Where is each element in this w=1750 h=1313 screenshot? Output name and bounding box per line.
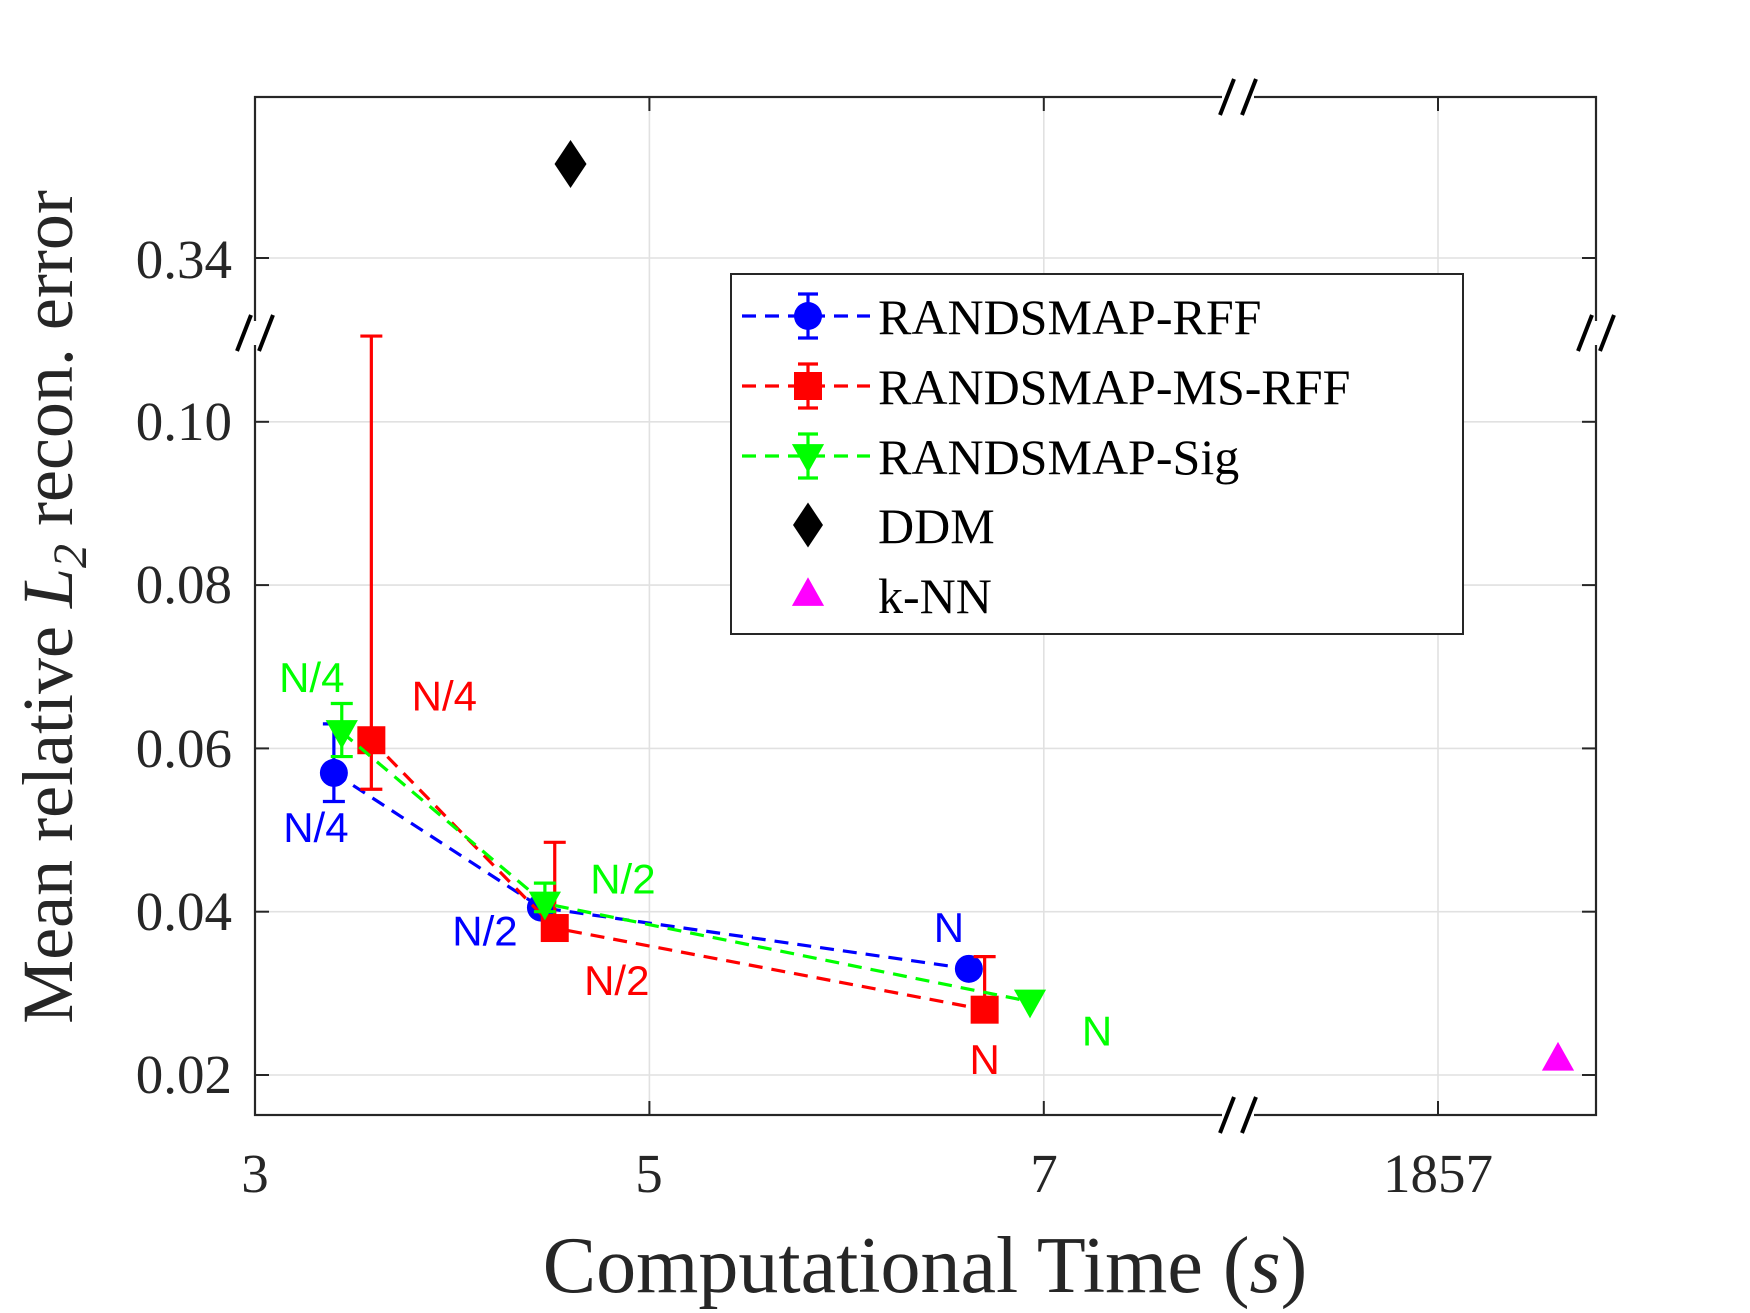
x-tick-label-0: 3 [241,1143,269,1204]
marker-rff-2 [954,954,983,983]
legend-marker-ms-rff [794,372,822,400]
series-line-sig [340,730,1031,1004]
y-break-right [1576,314,1616,352]
series-ddm [554,140,587,188]
point-label-rff-1: N/2 [452,908,517,955]
marker-sig-0 [325,720,358,749]
legend-marker-knn [791,577,825,606]
series-line-rff [333,771,970,971]
y-tick-label-3: 0.08 [136,554,232,615]
series-sig [325,701,1047,1019]
legend-label-rff: RANDSMAP-RFF [878,289,1261,345]
y-break-left-stroke-1 [235,314,253,352]
y-tick-label-5: 0.34 [136,229,232,290]
x-break-bottom [1218,1096,1258,1134]
series-rff [319,722,983,983]
y-tick-label-4: 0.10 [136,391,232,452]
legend-marker-rff [794,302,822,330]
x-tick-label-2: 7 [1030,1143,1058,1204]
series-knn [1541,1041,1575,1071]
point-labels: N/4 N/2 N N/4 N/2 N N/4 N/2 N [279,654,1112,1083]
legend-box [730,273,1464,635]
x-tick-label-1: 5 [635,1143,663,1204]
series-ms-rff [357,334,999,1024]
legend-markers [742,292,870,606]
point-label-sig-2: N [1082,1008,1112,1055]
legend-marker-sig [791,444,825,473]
x-axis-title: Computational Time (s) [543,1222,1308,1310]
legend-label-ddm: DDM [878,498,995,554]
x-tick-label-3: 1857 [1383,1143,1493,1204]
marker-sig-1 [528,891,561,921]
legend-label-sig: RANDSMAP-Sig [878,429,1239,485]
x-break-bottom-stroke-2 [1240,1096,1258,1134]
point-label-rff-2: N [934,904,964,951]
series-layer [319,140,1575,1071]
point-label-ms-rff-0: N/4 [412,672,477,719]
axis-breaks [235,78,1616,1134]
marker-ms-rff-2 [970,995,999,1024]
x-break-top [1218,78,1258,116]
y-tick-label-2: 0.06 [136,718,232,779]
x-break-bottom-stroke-1 [1218,1096,1236,1134]
y-break-left-stroke-2 [257,314,275,352]
series-line-ms-rff [370,739,985,1012]
point-label-sig-1: N/2 [590,856,655,903]
marker-sig-2 [1013,989,1047,1019]
plot-frame [253,95,1598,1117]
y-break-left [235,314,275,352]
point-label-ms-rff-2: N [969,1036,999,1083]
marker-knn-0 [1541,1041,1575,1071]
legend-label-ms-rff: RANDSMAP-MS-RFF [878,359,1350,415]
x-break-top-stroke-1 [1218,78,1236,116]
legend: RANDSMAP-RFF RANDSMAP-MS-RFF RANDSMAP-Si… [730,273,1464,635]
marker-ddm-0 [554,140,587,188]
y-tick-label-1: 0.04 [136,881,232,942]
legend-marker-ddm [793,502,823,548]
y-axis-title: Mean relative L2 recon. error [8,190,97,1024]
y-break-right-stroke-2 [1598,314,1616,352]
point-label-rff-0: N/4 [283,804,348,851]
legend-label-knn: k-NN [878,568,992,624]
point-label-ms-rff-1: N/2 [584,957,649,1004]
marker-rff-0 [319,758,348,787]
point-label-sig-0: N/4 [279,654,344,701]
y-break-right-stroke-1 [1576,314,1594,352]
y-tick-label-0: 0.02 [136,1044,232,1105]
x-break-top-stroke-2 [1240,78,1258,116]
